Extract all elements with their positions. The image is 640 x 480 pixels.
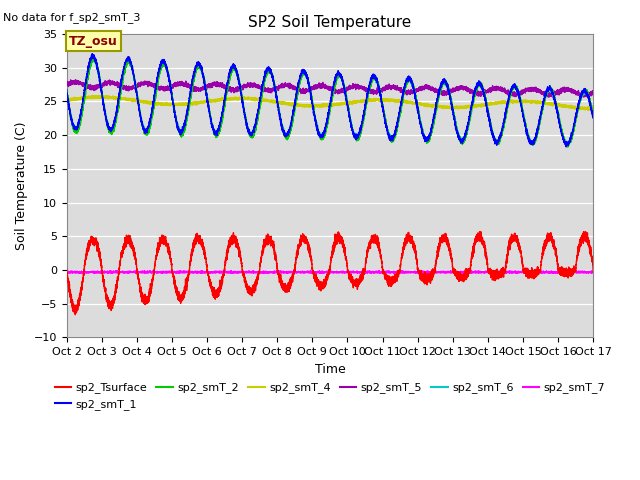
sp2_smT_4 bbox=[589, 105, 597, 111]
Legend: sp2_Tsurface, sp2_smT_1, sp2_smT_2, sp2_smT_4, sp2_smT_5, sp2_smT_6, sp2_smT_7: sp2_Tsurface, sp2_smT_1, sp2_smT_2, sp2_… bbox=[50, 378, 610, 414]
sp2_smT_5 bbox=[463, 87, 470, 93]
sp2_smT_5 bbox=[589, 89, 597, 95]
sp2_smT_7 bbox=[589, 269, 597, 275]
sp2_smT_1 bbox=[463, 128, 470, 134]
sp2_smT_2 bbox=[561, 138, 568, 144]
sp2_smT_7 bbox=[467, 268, 475, 274]
sp2_smT_7 bbox=[448, 269, 456, 275]
sp2_smT_1 bbox=[63, 87, 70, 93]
sp2_smT_4 bbox=[242, 96, 250, 102]
sp2_smT_1 bbox=[312, 119, 320, 125]
sp2_smT_1 bbox=[567, 135, 575, 141]
X-axis label: Time: Time bbox=[314, 363, 346, 376]
Line: sp2_smT_4: sp2_smT_4 bbox=[67, 96, 593, 110]
sp2_smT_5 bbox=[312, 84, 320, 90]
sp2_smT_7 bbox=[312, 269, 320, 275]
sp2_smT_6 bbox=[463, 130, 470, 135]
sp2_smT_1 bbox=[561, 140, 568, 146]
sp2_smT_7 bbox=[567, 269, 575, 275]
sp2_smT_7 bbox=[561, 270, 568, 276]
Line: sp2_smT_2: sp2_smT_2 bbox=[67, 56, 593, 147]
sp2_smT_1 bbox=[242, 117, 250, 122]
sp2_smT_7 bbox=[463, 269, 470, 275]
sp2_Tsurface bbox=[242, 280, 250, 286]
sp2_smT_1 bbox=[88, 51, 96, 57]
sp2_smT_2 bbox=[242, 115, 250, 120]
sp2_smT_6 bbox=[561, 137, 568, 143]
sp2_smT_4 bbox=[312, 103, 320, 108]
Title: SP2 Soil Temperature: SP2 Soil Temperature bbox=[248, 15, 412, 30]
Text: TZ_osu: TZ_osu bbox=[69, 35, 118, 48]
sp2_smT_4 bbox=[588, 107, 596, 113]
sp2_smT_1 bbox=[448, 101, 456, 107]
sp2_smT_7 bbox=[132, 270, 140, 276]
sp2_smT_2 bbox=[312, 119, 320, 125]
sp2_smT_4 bbox=[63, 97, 70, 103]
sp2_Tsurface bbox=[582, 228, 589, 234]
sp2_smT_5 bbox=[72, 77, 79, 83]
sp2_smT_2 bbox=[589, 111, 597, 117]
sp2_smT_6 bbox=[63, 88, 70, 94]
sp2_smT_6 bbox=[567, 137, 575, 143]
Line: sp2_smT_1: sp2_smT_1 bbox=[67, 54, 593, 147]
sp2_Tsurface bbox=[72, 312, 79, 318]
sp2_smT_5 bbox=[561, 87, 568, 93]
sp2_smT_5 bbox=[448, 87, 456, 93]
sp2_smT_2 bbox=[567, 138, 575, 144]
sp2_Tsurface bbox=[463, 273, 470, 279]
sp2_smT_2 bbox=[90, 53, 98, 59]
sp2_smT_6 bbox=[90, 53, 97, 59]
sp2_smT_1 bbox=[563, 144, 570, 150]
sp2_Tsurface bbox=[589, 269, 597, 275]
Y-axis label: Soil Temperature (C): Soil Temperature (C) bbox=[15, 121, 28, 250]
sp2_smT_6 bbox=[448, 99, 456, 105]
sp2_Tsurface bbox=[312, 274, 320, 280]
sp2_smT_4 bbox=[448, 104, 456, 110]
sp2_smT_2 bbox=[448, 99, 456, 105]
sp2_smT_5 bbox=[242, 82, 250, 87]
sp2_smT_4 bbox=[561, 102, 568, 108]
sp2_Tsurface bbox=[448, 255, 456, 261]
sp2_smT_7 bbox=[63, 269, 70, 275]
sp2_smT_2 bbox=[463, 132, 470, 138]
Line: sp2_smT_5: sp2_smT_5 bbox=[67, 80, 593, 97]
sp2_smT_5 bbox=[567, 88, 575, 94]
sp2_Tsurface bbox=[567, 274, 575, 279]
sp2_smT_5 bbox=[63, 81, 70, 86]
sp2_smT_2 bbox=[564, 144, 572, 150]
sp2_smT_1 bbox=[589, 114, 597, 120]
sp2_smT_6 bbox=[312, 119, 320, 124]
Text: No data for f_sp2_smT_3: No data for f_sp2_smT_3 bbox=[3, 12, 141, 23]
sp2_Tsurface bbox=[63, 266, 70, 272]
Line: sp2_smT_6: sp2_smT_6 bbox=[67, 56, 593, 145]
sp2_smT_6 bbox=[242, 115, 250, 121]
Line: sp2_smT_7: sp2_smT_7 bbox=[67, 271, 593, 273]
sp2_smT_6 bbox=[589, 114, 597, 120]
sp2_smT_4 bbox=[99, 93, 107, 98]
Line: sp2_Tsurface: sp2_Tsurface bbox=[67, 231, 593, 315]
sp2_smT_4 bbox=[463, 104, 470, 109]
sp2_Tsurface bbox=[561, 270, 568, 276]
sp2_smT_5 bbox=[545, 95, 553, 100]
sp2_smT_4 bbox=[567, 105, 575, 110]
sp2_smT_2 bbox=[63, 87, 70, 93]
sp2_smT_6 bbox=[563, 143, 571, 148]
sp2_smT_7 bbox=[242, 269, 250, 275]
